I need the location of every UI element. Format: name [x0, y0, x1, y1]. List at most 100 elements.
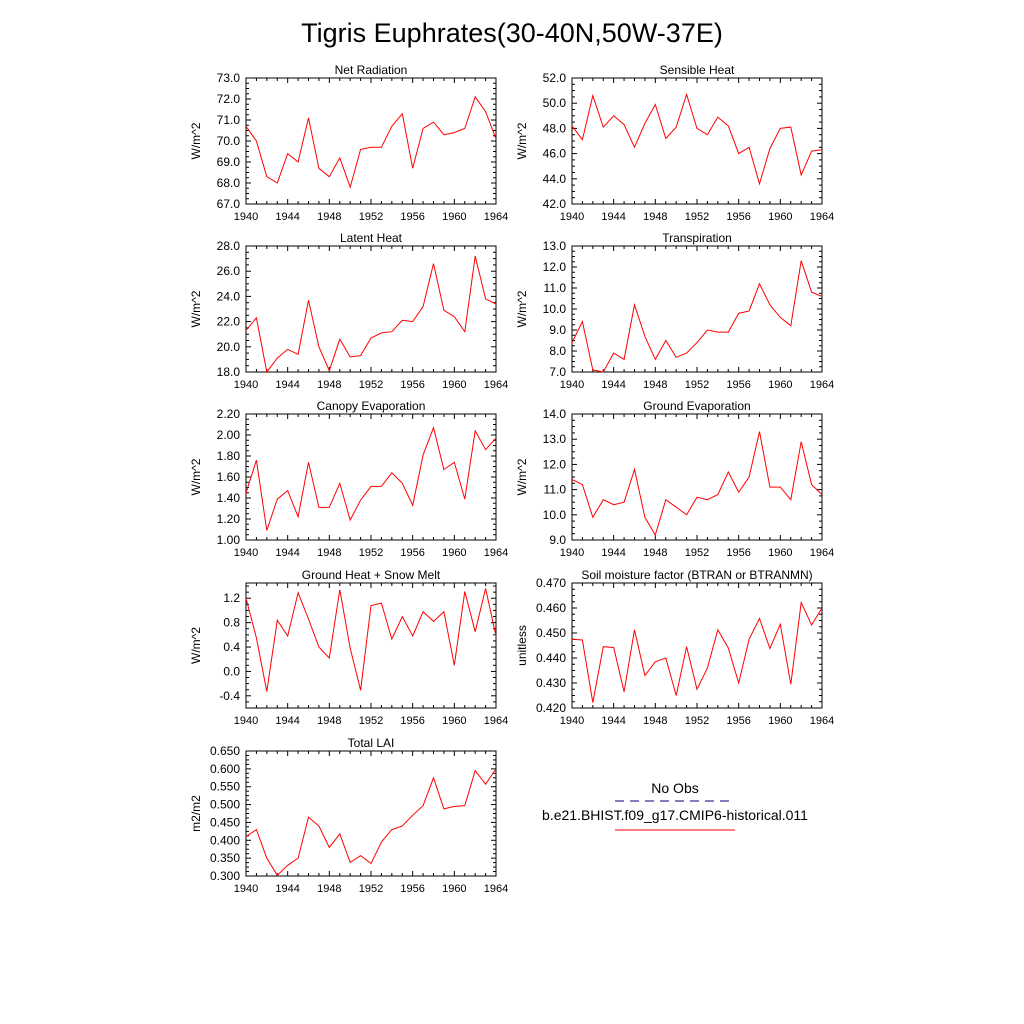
x-tick-label: 1960	[442, 211, 466, 223]
x-tick-label: 1944	[275, 211, 299, 223]
y-tick-label: 9.0	[549, 533, 566, 547]
y-tick-label: 73.0	[217, 71, 241, 85]
x-tick-label: 1948	[317, 715, 341, 727]
y-tick-label: 8.0	[549, 344, 566, 358]
y-tick-label: 2.20	[217, 407, 241, 421]
legend-label-obs: No Obs	[651, 780, 698, 796]
x-tick-label: 1948	[643, 211, 667, 223]
x-tick-label: 1944	[275, 715, 299, 727]
y-axis-label: W/m^2	[189, 290, 203, 327]
x-tick-label: 1944	[275, 379, 299, 391]
x-tick-label: 1956	[726, 547, 750, 559]
y-tick-label: 0.300	[210, 869, 240, 883]
y-tick-label: 0.8	[223, 616, 240, 630]
x-tick-label: 1956	[400, 715, 424, 727]
y-axis-label: W/m^2	[515, 458, 529, 495]
y-tick-label: 1.00	[217, 533, 241, 547]
y-tick-label: 22.0	[217, 315, 241, 329]
x-tick-label: 1960	[768, 379, 792, 391]
y-tick-label: 0.500	[210, 798, 240, 812]
y-axis-label: W/m^2	[189, 122, 203, 159]
series-line	[245, 95, 497, 189]
x-tick-label: 1944	[275, 883, 299, 895]
x-tick-label: 1948	[317, 883, 341, 895]
x-tick-label: 1960	[442, 883, 466, 895]
y-axis-label: W/m^2	[189, 458, 203, 495]
x-tick-label: 1940	[234, 715, 258, 727]
y-tick-label: 44.0	[543, 172, 567, 186]
x-tick-label: 1956	[726, 715, 750, 727]
y-tick-label: 46.0	[543, 147, 567, 161]
x-tick-label: 1952	[359, 715, 383, 727]
y-tick-label: 1.20	[217, 512, 241, 526]
panel-2: Sensible Heat W/m^2 1940 1944 1948 1952 1956 19…	[515, 63, 834, 223]
x-tick-label: 1956	[726, 379, 750, 391]
y-tick-label: 70.0	[217, 134, 241, 148]
x-tick-label: 1948	[317, 547, 341, 559]
x-tick-label: 1952	[359, 883, 383, 895]
panel-title: Ground Heat + Snow Melt	[302, 568, 441, 582]
x-tick-label: 1940	[234, 547, 258, 559]
x-tick-label: 1956	[400, 883, 424, 895]
y-tick-label: 9.0	[549, 323, 566, 337]
y-tick-label: 14.0	[543, 407, 567, 421]
panel-title: Latent Heat	[340, 231, 403, 245]
y-tick-label: 71.0	[217, 113, 241, 127]
x-tick-label: 1960	[442, 547, 466, 559]
x-tick-label: 1964	[484, 379, 508, 391]
x-tick-label: 1948	[317, 211, 341, 223]
legend: No Obs b.e21.BHIST.f09_g17.CMIP6-historic…	[542, 780, 808, 831]
figure-title: Tigris Euphrates(30-40N,50W-37E)	[301, 18, 723, 48]
panel-title: Net Radiation	[335, 63, 408, 77]
x-tick-label: 1944	[601, 547, 625, 559]
x-tick-label: 1960	[768, 211, 792, 223]
x-tick-label: 1940	[560, 715, 584, 727]
y-tick-label: 1.80	[217, 449, 241, 463]
y-tick-label: 0.450	[210, 815, 240, 829]
x-tick-label: 1940	[560, 211, 584, 223]
panel-6: Ground Evaporation W/m^2 1940 1944 1948 1952 1…	[515, 399, 834, 559]
series-line	[571, 260, 823, 373]
x-tick-label: 1956	[400, 547, 424, 559]
y-tick-label: 69.0	[217, 155, 241, 169]
y-axis-label: W/m^2	[515, 122, 529, 159]
y-tick-label: 52.0	[543, 71, 567, 85]
y-tick-label: 28.0	[217, 239, 241, 253]
y-axis-label: W/m^2	[515, 290, 529, 327]
y-tick-label: 42.0	[543, 197, 567, 211]
x-tick-label: 1948	[643, 715, 667, 727]
x-tick-label: 1940	[560, 379, 584, 391]
y-tick-label: 0.350	[210, 851, 240, 865]
x-tick-label: 1952	[359, 379, 383, 391]
x-tick-label: 1952	[685, 547, 709, 559]
plot-frame	[245, 582, 497, 709]
y-tick-label: 1.60	[217, 470, 241, 484]
x-tick-label: 1944	[601, 211, 625, 223]
x-tick-label: 1952	[685, 715, 709, 727]
x-tick-label: 1952	[359, 211, 383, 223]
series-line	[245, 588, 497, 692]
y-tick-label: -0.4	[219, 689, 240, 703]
y-tick-label: 11.0	[544, 281, 567, 295]
panel-title: Sensible Heat	[660, 63, 735, 77]
panel-9: Total LAI m2/m2 1940 1944 1948 1952 1956 1960 19…	[189, 736, 508, 895]
y-tick-label: 67.0	[217, 197, 241, 211]
panel-5: Canopy Evaporation W/m^2 1940 1944 1948 1952 1…	[189, 399, 508, 559]
series-line	[571, 92, 823, 186]
x-tick-label: 1964	[484, 883, 508, 895]
x-tick-label: 1964	[484, 715, 508, 727]
y-tick-label: 0.400	[210, 833, 240, 847]
y-tick-label: 12.0	[543, 457, 567, 471]
legend-label-model: b.e21.BHIST.f09_g17.CMIP6-historical.011	[542, 807, 808, 823]
y-tick-label: 50.0	[543, 96, 567, 110]
y-tick-label: 0.600	[210, 762, 240, 776]
y-tick-label: 0.550	[210, 780, 240, 794]
x-tick-label: 1944	[601, 379, 625, 391]
plot-frame	[245, 77, 497, 205]
y-tick-label: 0.4	[223, 640, 240, 654]
panel-8: Soil moisture factor (BTRAN or BTRANMN) u…	[515, 568, 834, 727]
y-tick-label: 10.0	[543, 302, 567, 316]
x-tick-label: 1948	[643, 547, 667, 559]
x-tick-label: 1956	[726, 211, 750, 223]
